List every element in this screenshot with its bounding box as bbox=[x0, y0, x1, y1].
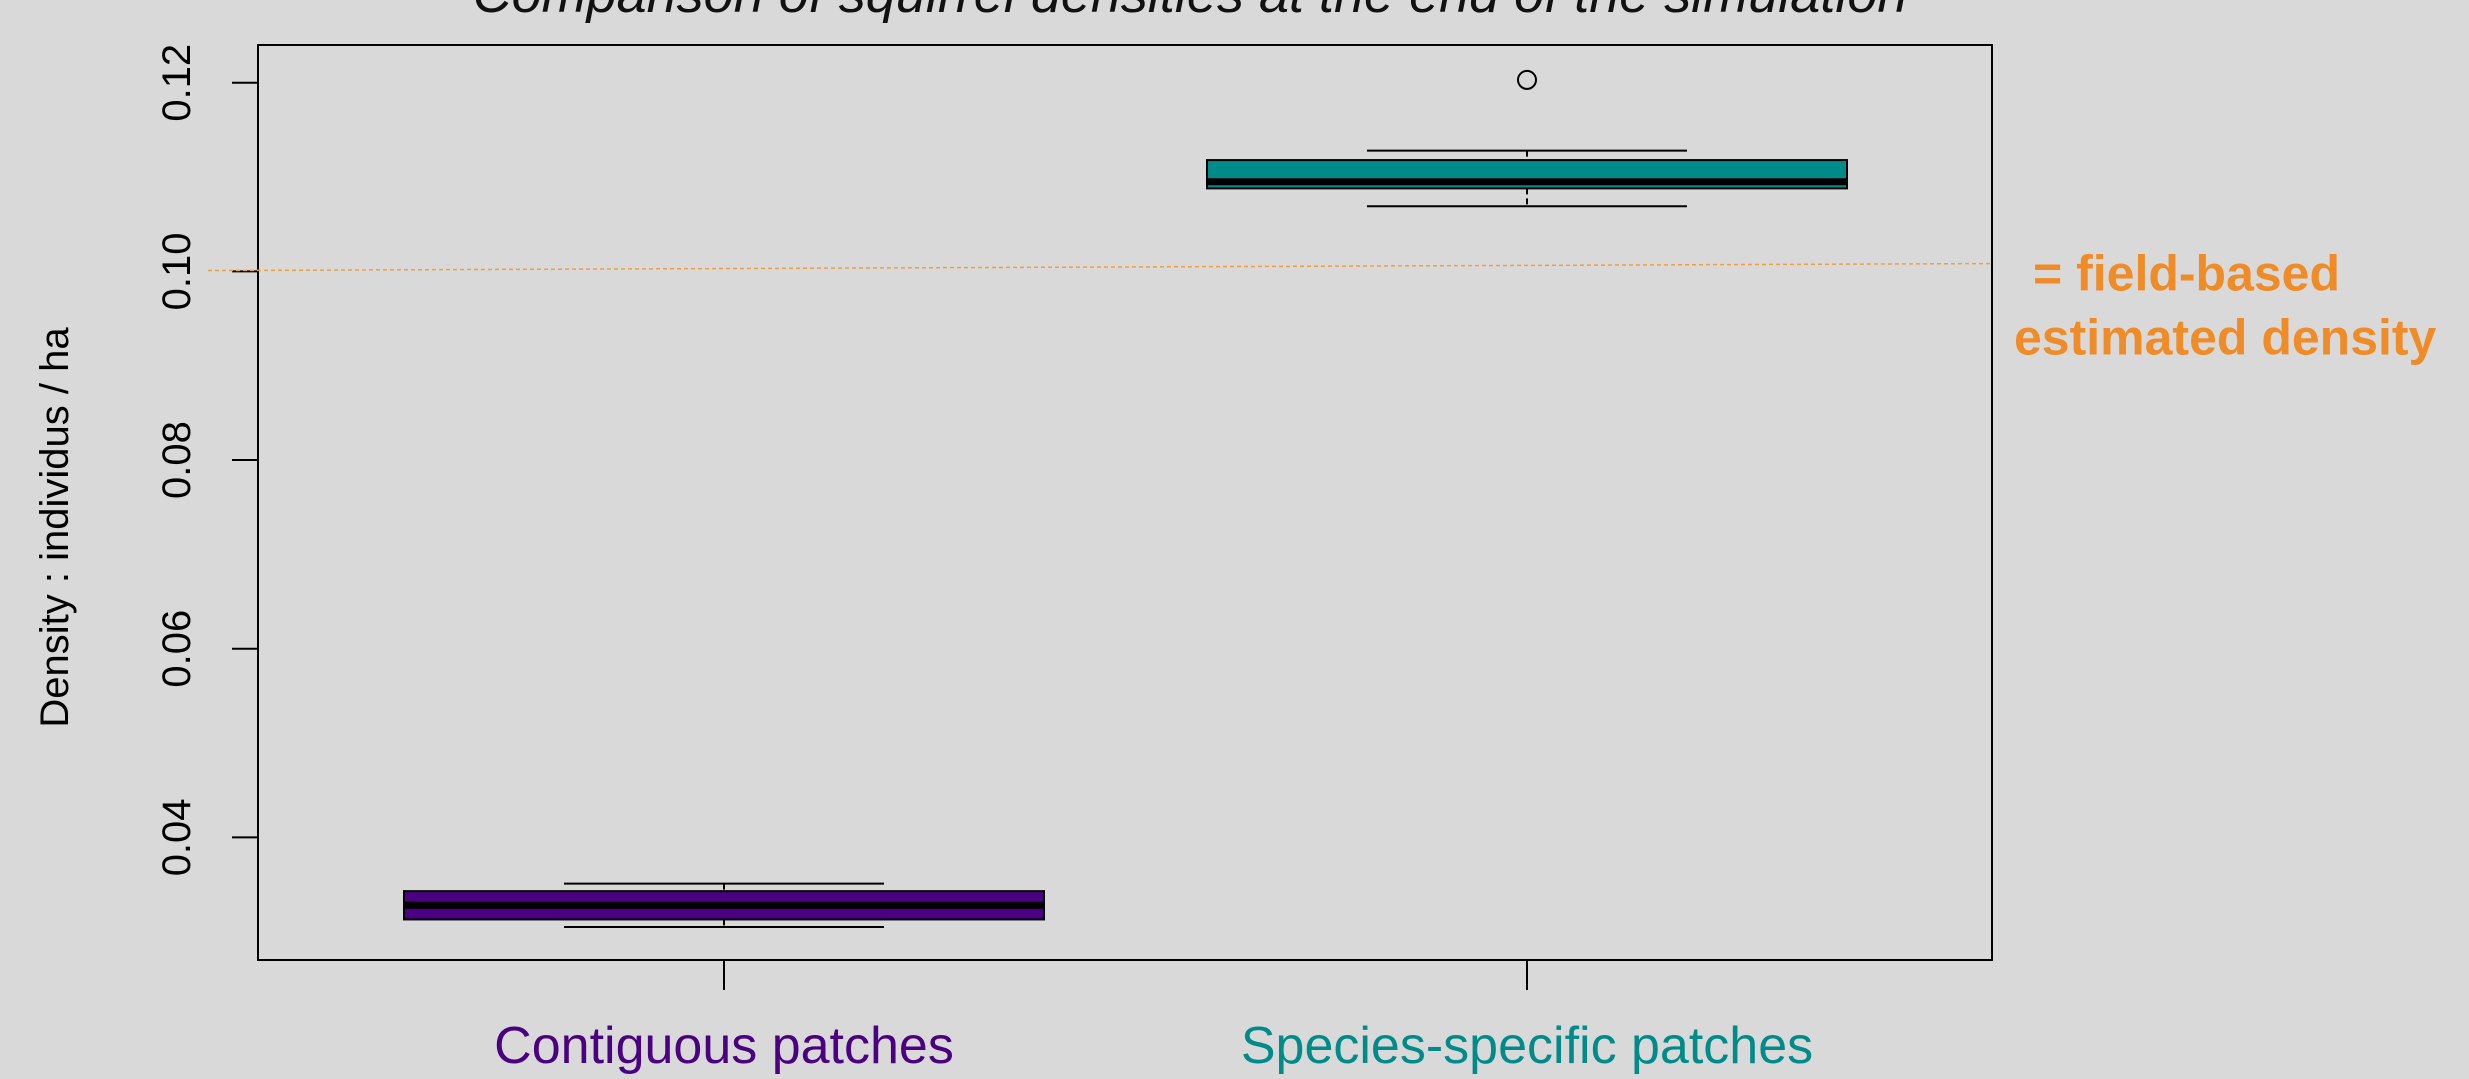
plot-frame bbox=[257, 44, 1993, 961]
reference-line-label-2: estimated density bbox=[2014, 310, 2437, 366]
y-axis-title: Density : individus / ha bbox=[33, 327, 77, 728]
boxes-group bbox=[403, 69, 1848, 928]
category-label: Contiguous patches bbox=[494, 1017, 954, 1075]
y-tick-label: 0.04 bbox=[155, 798, 199, 876]
y-tick-label: 0.06 bbox=[155, 610, 199, 688]
box-1 bbox=[1206, 69, 1848, 208]
reference-line-label-1: = field-based bbox=[2033, 246, 2340, 302]
chart-title: Comparison of squirrel densities at the … bbox=[473, 0, 1908, 24]
category-label: Species-specific patches bbox=[1241, 1017, 1813, 1075]
reference-line bbox=[207, 262, 1993, 272]
y-axis: 0.04 0.06 0.08 0.10 0.12 bbox=[155, 44, 258, 876]
outlier-point bbox=[1517, 69, 1537, 90]
y-tick-label: 0.10 bbox=[155, 232, 199, 310]
x-axis: Contiguous patches Species-specific patch… bbox=[494, 960, 1813, 1075]
box-0 bbox=[403, 882, 1045, 928]
y-tick-label: 0.08 bbox=[155, 421, 199, 499]
y-tick-label: 0.12 bbox=[155, 44, 199, 122]
